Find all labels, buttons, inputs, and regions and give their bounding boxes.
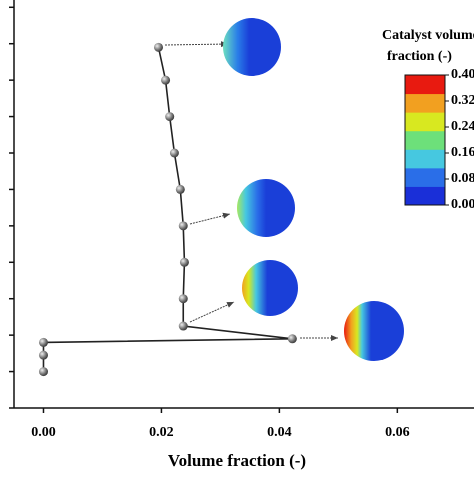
data-point [178,294,188,304]
colorbar-tick-label: 0.32 [451,93,474,108]
data-point [161,75,171,85]
colorbar-segment [405,130,445,150]
colorbar-title: Catalyst volume [382,28,474,43]
data-point [178,321,188,331]
colorbar-segment [405,75,445,95]
data-point [153,42,163,52]
colorbar-tick-label: 0.40 [451,67,474,82]
x-tick-label: 0.04 [267,425,292,440]
x-tick-label: 0.02 [149,425,174,440]
colorbar-segment [405,149,445,169]
colorbar-frame [404,74,446,206]
colorbar-segment [405,167,445,187]
data-point [38,337,48,347]
data-point [175,184,185,194]
data-point [38,350,48,360]
colorbar-tick-label: 0.08 [451,171,474,186]
x-tick-label: 0.00 [31,425,56,440]
colorbar-title: fraction (-) [387,49,452,64]
colorbar-tick-label: 0.00 [451,197,474,212]
colorbar-segment [405,186,445,206]
data-point [165,112,175,122]
data-point [287,334,297,344]
annotations [164,41,338,341]
colorbar-tick-label: 0.16 [451,145,474,160]
data-point [179,257,189,267]
x-axis-label: Volume fraction (-) [168,451,306,470]
data-point [178,221,188,231]
data-point [169,148,179,158]
colorbar-segment [405,93,445,113]
colorbar-tick-label: 0.24 [451,119,474,134]
spheres [223,18,404,361]
data-point [38,367,48,377]
x-tick-label: 0.06 [385,425,410,440]
colorbar-segment [405,112,445,132]
